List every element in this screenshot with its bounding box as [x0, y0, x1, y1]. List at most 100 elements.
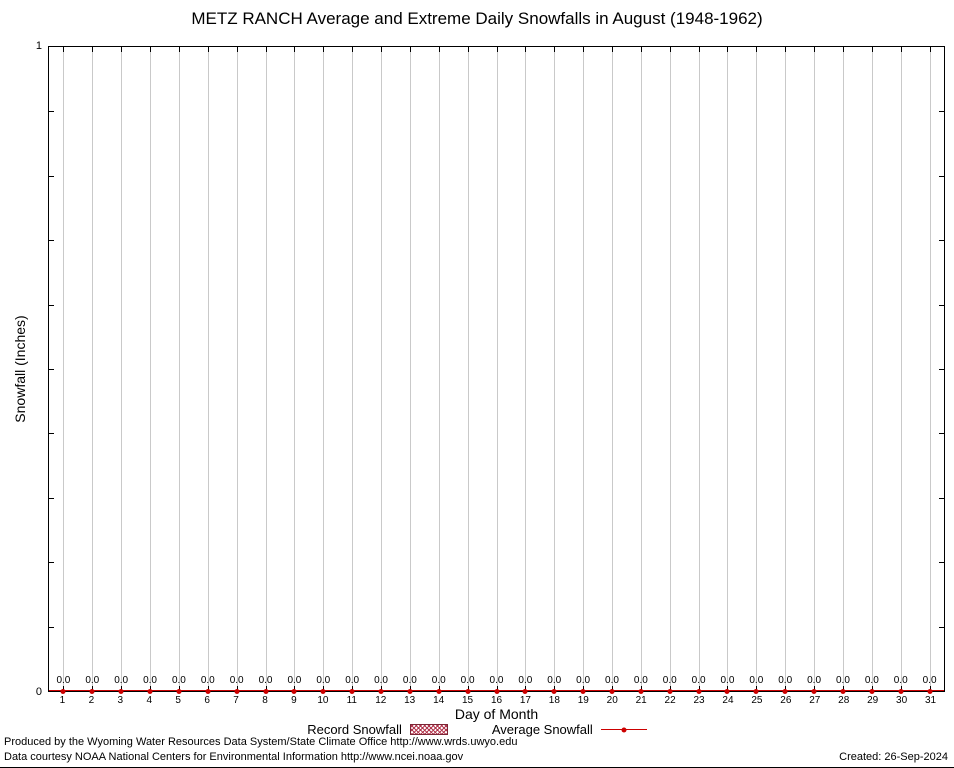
x-axis-title: Day of Month [454, 706, 539, 722]
y-minor-tick-left [49, 175, 54, 177]
day-tick-label: 24 [722, 695, 734, 706]
average-point-marker [724, 689, 730, 694]
average-point-marker [147, 689, 153, 694]
x-tick-bottom [150, 686, 152, 691]
point-value-label: 0.0 [460, 675, 475, 686]
day-tick-label: 15 [462, 695, 474, 706]
x-axis-labels: 1 2 3 4 5 6 7 8 9 10 11 12 13 14 15 16 17 18 19 20 21 22 23 24 2… [48, 695, 945, 707]
y-minor-tick-right [939, 562, 944, 564]
point-value-label: 0.0 [374, 675, 388, 686]
point-value-label: 0.0 [258, 675, 273, 686]
x-tick-bottom [669, 686, 671, 691]
point-value-label: 0.0 [402, 675, 417, 686]
x-tick-bottom [381, 686, 383, 691]
x-tick-bottom [756, 686, 758, 691]
day-tick-label: 23 [693, 695, 705, 706]
day-gridline [496, 47, 498, 691]
day-tick-label: 2 [88, 695, 95, 706]
point-value-label: 0.0 [431, 675, 446, 686]
legend-average-label: Average Snowfall [491, 722, 593, 737]
point-value-label: 0.0 [807, 675, 822, 686]
average-point-marker [869, 689, 875, 694]
chart-legend: Record Snowfall Average Snowfall [0, 722, 954, 737]
average-point-marker [638, 689, 644, 694]
average-point-marker [60, 689, 66, 694]
x-tick-bottom [785, 686, 787, 691]
average-point-marker [378, 689, 384, 694]
average-point-marker [840, 689, 846, 694]
x-tick-bottom [265, 686, 267, 691]
day-gridline [150, 47, 152, 691]
day-tick-label: 22 [664, 695, 676, 706]
x-tick-top [352, 47, 354, 52]
y-minor-tick-left [49, 240, 54, 242]
x-tick-bottom [236, 686, 238, 691]
average-point-marker [782, 689, 788, 694]
point-value-label: 0.0 [605, 675, 619, 686]
point-value-label: 0.0 [576, 675, 591, 686]
point-value-label: 0.0 [316, 675, 331, 686]
x-tick-top [698, 47, 700, 52]
y-minor-tick-right [939, 497, 944, 499]
day-tick-label: 19 [577, 695, 589, 706]
x-tick-top [583, 47, 585, 52]
day-tick-label: 12 [375, 695, 387, 706]
y-minor-tick-left [49, 433, 54, 435]
day-tick-label: 5 [175, 695, 181, 706]
point-value-label: 0.0 [345, 675, 360, 686]
average-point-marker [753, 689, 759, 694]
point-value-label: 0.0 [171, 675, 186, 686]
x-tick-bottom [409, 686, 411, 691]
x-tick-top [785, 47, 787, 52]
day-tick-label: 30 [896, 695, 908, 706]
y-minor-tick-right [939, 626, 944, 628]
x-tick-top [265, 47, 267, 52]
x-tick-bottom [900, 686, 902, 691]
day-gridline [583, 47, 585, 691]
y-minor-tick-right [939, 175, 944, 177]
average-point-marker [176, 689, 182, 694]
day-tick-label: 14 [433, 695, 445, 706]
x-tick-bottom [871, 686, 873, 691]
day-tick-label: 8 [262, 695, 268, 706]
day-gridline [207, 47, 209, 691]
x-tick-bottom [438, 686, 440, 691]
day-tick-label: 7 [233, 695, 239, 706]
day-tick-label: 9 [291, 695, 297, 706]
y-minor-tick-left [49, 626, 54, 628]
x-tick-top [121, 47, 123, 52]
y-minor-tick-right [939, 433, 944, 435]
x-tick-top [294, 47, 296, 52]
y-axis-title: Snowfall (Inches) [12, 315, 28, 423]
x-tick-top [63, 47, 65, 52]
day-tick-label: 3 [117, 695, 124, 706]
average-point-marker [436, 689, 442, 694]
average-point-marker [551, 689, 557, 694]
day-tick-label: 21 [635, 695, 647, 706]
x-tick-bottom [814, 686, 816, 691]
average-point-marker [522, 689, 528, 694]
day-tick-label: 25 [751, 695, 763, 706]
day-gridline [929, 47, 931, 691]
x-tick-top [381, 47, 383, 52]
day-gridline [323, 47, 325, 691]
x-tick-bottom [63, 686, 65, 691]
x-tick-top [150, 47, 152, 52]
point-value-label: 0.0 [749, 675, 764, 686]
day-gridline [640, 47, 642, 691]
average-point-marker [580, 689, 586, 694]
day-gridline [756, 47, 758, 691]
x-tick-bottom [178, 686, 180, 691]
day-tick-label: 1 [59, 695, 66, 706]
point-value-label: 0.0 [922, 675, 937, 686]
day-tick-label: 17 [519, 695, 531, 706]
y-tick-label-1: 1 [35, 40, 42, 52]
x-tick-top [756, 47, 758, 52]
point-value-label: 0.0 [114, 675, 129, 686]
average-point-marker [234, 689, 240, 694]
footer-produced-by: Produced by the Wyoming Water Resources … [4, 736, 518, 748]
average-point-marker [811, 689, 817, 694]
point-value-label: 0.0 [518, 675, 533, 686]
x-tick-top [929, 47, 931, 52]
